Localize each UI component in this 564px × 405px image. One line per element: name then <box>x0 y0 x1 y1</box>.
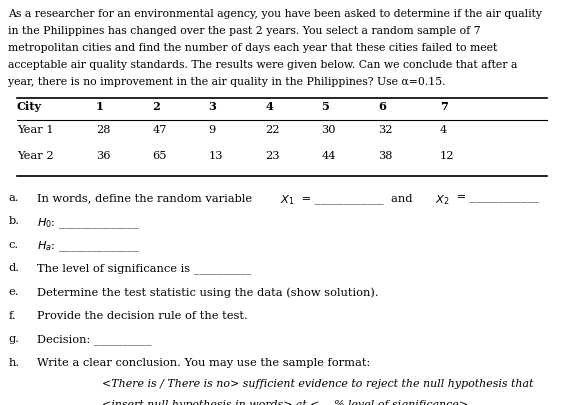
Text: <insert null hypothesis in words> at < __% level of significance>.: <insert null hypothesis in words> at < _… <box>102 398 471 405</box>
Text: 4: 4 <box>440 124 447 134</box>
Text: metropolitan cities and find the number of days each year that these cities fail: metropolitan cities and find the number … <box>8 43 497 53</box>
Text: a.: a. <box>8 192 19 202</box>
Text: 5: 5 <box>321 101 329 112</box>
Text: = ____________  and: = ____________ and <box>298 192 416 203</box>
Text: Year 1: Year 1 <box>17 124 54 134</box>
Text: 65: 65 <box>152 151 167 161</box>
Text: 44: 44 <box>321 151 336 161</box>
Text: 13: 13 <box>209 151 223 161</box>
Text: 2: 2 <box>152 101 160 112</box>
Text: e.: e. <box>8 286 19 296</box>
Text: 6: 6 <box>378 101 386 112</box>
Text: acceptable air quality standards. The results were given below. Can we conclude : acceptable air quality standards. The re… <box>8 60 518 70</box>
Text: Provide the decision rule of the test.: Provide the decision rule of the test. <box>37 310 248 320</box>
Text: $H_0$: ______________: $H_0$: ______________ <box>37 216 140 230</box>
Text: <There is / There is no> sufficient evidence to reject the null hypothesis that: <There is / There is no> sufficient evid… <box>102 378 533 388</box>
Text: The level of significance is __________: The level of significance is __________ <box>37 263 251 273</box>
Text: Write a clear conclusion. You may use the sample format:: Write a clear conclusion. You may use th… <box>37 357 370 367</box>
Text: $X_2$: $X_2$ <box>435 192 450 206</box>
Text: 4: 4 <box>265 101 273 112</box>
Text: 36: 36 <box>96 151 111 161</box>
Text: 38: 38 <box>378 151 393 161</box>
Text: In words, define the random variable: In words, define the random variable <box>37 192 255 202</box>
Text: City: City <box>17 101 42 112</box>
Text: g.: g. <box>8 333 20 343</box>
Text: Determine the test statistic using the data (show solution).: Determine the test statistic using the d… <box>37 286 378 297</box>
Text: 3: 3 <box>209 101 217 112</box>
Text: c.: c. <box>8 239 19 249</box>
Text: 28: 28 <box>96 124 111 134</box>
Text: 1: 1 <box>96 101 104 112</box>
Text: 30: 30 <box>321 124 336 134</box>
Text: = ____________: = ____________ <box>453 192 539 202</box>
Text: $X_1$: $X_1$ <box>280 192 295 206</box>
Text: As a researcher for an environmental agency, you have been asked to determine if: As a researcher for an environmental age… <box>8 9 543 19</box>
Text: Decision: __________: Decision: __________ <box>37 333 151 344</box>
Text: 7: 7 <box>440 101 448 112</box>
Text: 32: 32 <box>378 124 393 134</box>
Text: year, there is no improvement in the air quality in the Philippines? Use α=0.15.: year, there is no improvement in the air… <box>8 77 446 87</box>
Text: 22: 22 <box>265 124 280 134</box>
Text: $H_a$: ______________: $H_a$: ______________ <box>37 239 139 254</box>
Text: 23: 23 <box>265 151 280 161</box>
Text: Year 2: Year 2 <box>17 151 54 161</box>
Text: 9: 9 <box>209 124 216 134</box>
Text: f.: f. <box>8 310 16 320</box>
Text: d.: d. <box>8 263 20 273</box>
Text: b.: b. <box>8 216 20 226</box>
Text: in the Philippines has changed over the past 2 years. You select a random sample: in the Philippines has changed over the … <box>8 26 481 36</box>
Text: h.: h. <box>8 357 20 367</box>
Text: 47: 47 <box>152 124 167 134</box>
Text: 12: 12 <box>440 151 455 161</box>
